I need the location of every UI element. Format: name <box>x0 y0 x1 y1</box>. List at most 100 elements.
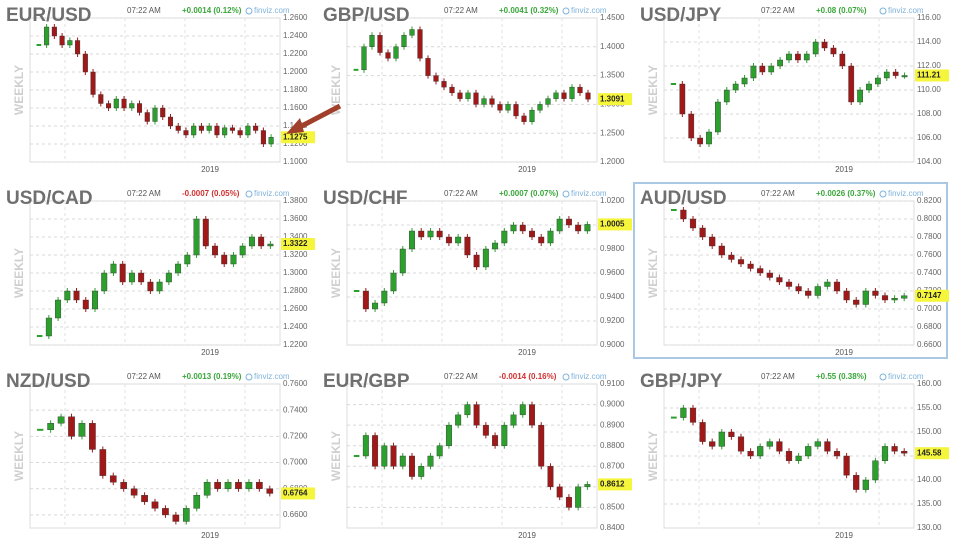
candle <box>699 422 706 442</box>
candle <box>464 404 471 416</box>
source: finviz.com <box>571 372 607 381</box>
candle <box>193 218 200 256</box>
candle <box>457 92 463 99</box>
candle <box>556 486 563 498</box>
last-price-label: 1.3091 <box>600 94 625 103</box>
candle <box>89 423 96 450</box>
candle <box>833 281 841 292</box>
candle <box>212 245 218 256</box>
annotation-arrow <box>296 103 342 131</box>
candle <box>670 83 677 85</box>
candle <box>390 272 397 292</box>
plot-frame <box>29 383 281 529</box>
candle <box>455 236 462 244</box>
candle <box>381 445 388 467</box>
candle <box>59 35 65 46</box>
candle <box>501 230 508 244</box>
candle <box>141 495 148 503</box>
candle <box>529 109 535 122</box>
y-tick-label: 1.3800 <box>283 196 308 205</box>
x-tick-label: 2019 <box>518 348 536 357</box>
candle <box>418 230 425 238</box>
pair-title: GBP/USD <box>323 5 410 26</box>
candle <box>689 218 697 229</box>
candle <box>757 446 764 457</box>
candle <box>715 101 721 133</box>
candle <box>160 107 166 118</box>
candle <box>706 131 712 145</box>
candle <box>230 254 237 265</box>
candle <box>737 436 745 452</box>
candle <box>239 245 246 256</box>
candle <box>862 290 869 305</box>
candle <box>901 75 908 78</box>
candle <box>101 272 108 292</box>
y-axis-label: WEEKLY <box>12 248 26 298</box>
candle <box>768 65 775 73</box>
highlight-frame <box>633 182 948 359</box>
y-tick-label: 0.9000 <box>600 400 625 409</box>
candle <box>193 495 201 509</box>
candle <box>109 475 117 483</box>
source: finviz.com <box>571 6 607 15</box>
y-tick-label: 1.3500 <box>600 71 625 80</box>
source-icon <box>245 7 253 15</box>
candle <box>82 299 89 310</box>
y-tick-label: 1.2400 <box>283 31 308 40</box>
y-tick-label: 1.4000 <box>600 42 625 51</box>
y-axis-label: WEEKLY <box>329 65 343 115</box>
candle <box>237 130 243 136</box>
y-tick-label: 0.7600 <box>917 250 942 259</box>
y-tick-label: 1.3200 <box>283 250 308 259</box>
candle <box>214 481 221 489</box>
candle <box>235 481 242 489</box>
candle <box>709 441 716 447</box>
candle <box>399 455 406 467</box>
candle <box>417 29 423 59</box>
candle <box>253 125 259 131</box>
last-price-box <box>281 238 315 251</box>
y-tick-label: 0.6800 <box>917 322 942 331</box>
candle <box>777 59 783 67</box>
candle <box>136 103 143 113</box>
candle <box>90 71 96 95</box>
candle <box>258 236 265 247</box>
annotation-arrowhead <box>286 118 304 134</box>
y-tick-label: 1.1600 <box>283 103 308 112</box>
candle <box>569 86 575 99</box>
change: +0.0014 (0.12%) <box>182 6 242 15</box>
candle <box>75 40 81 55</box>
candle <box>445 424 452 446</box>
pair-title: EUR/USD <box>6 5 92 26</box>
candle <box>92 290 98 310</box>
y-tick-label: 1.2000 <box>283 67 308 76</box>
timestamp: 07:22 AM <box>761 189 795 198</box>
candle <box>866 83 872 91</box>
y-tick-label: 1.1200 <box>283 139 308 148</box>
candle <box>362 290 369 310</box>
candle <box>99 449 107 476</box>
candle <box>409 230 415 250</box>
candle <box>892 71 899 76</box>
x-tick-label: 2019 <box>201 348 219 357</box>
candle <box>266 488 274 494</box>
candle <box>795 455 802 462</box>
source: finviz.com <box>254 189 290 198</box>
y-tick-label: 1.2200 <box>283 49 308 58</box>
candle <box>747 263 754 269</box>
last-price-label: 0.7147 <box>917 291 942 300</box>
candle <box>106 103 112 109</box>
change: +0.0007 (0.07%) <box>499 189 559 198</box>
candle <box>492 242 499 250</box>
candle <box>750 65 757 79</box>
candle <box>206 125 212 131</box>
last-price-box <box>915 447 949 460</box>
candle <box>64 290 71 301</box>
candle <box>538 424 545 467</box>
x-tick-label: 2019 <box>835 531 853 540</box>
source: finviz.com <box>888 6 924 15</box>
y-tick-label: 0.6600 <box>283 510 308 519</box>
candle <box>786 53 792 61</box>
y-tick-label: 0.9800 <box>600 244 625 253</box>
